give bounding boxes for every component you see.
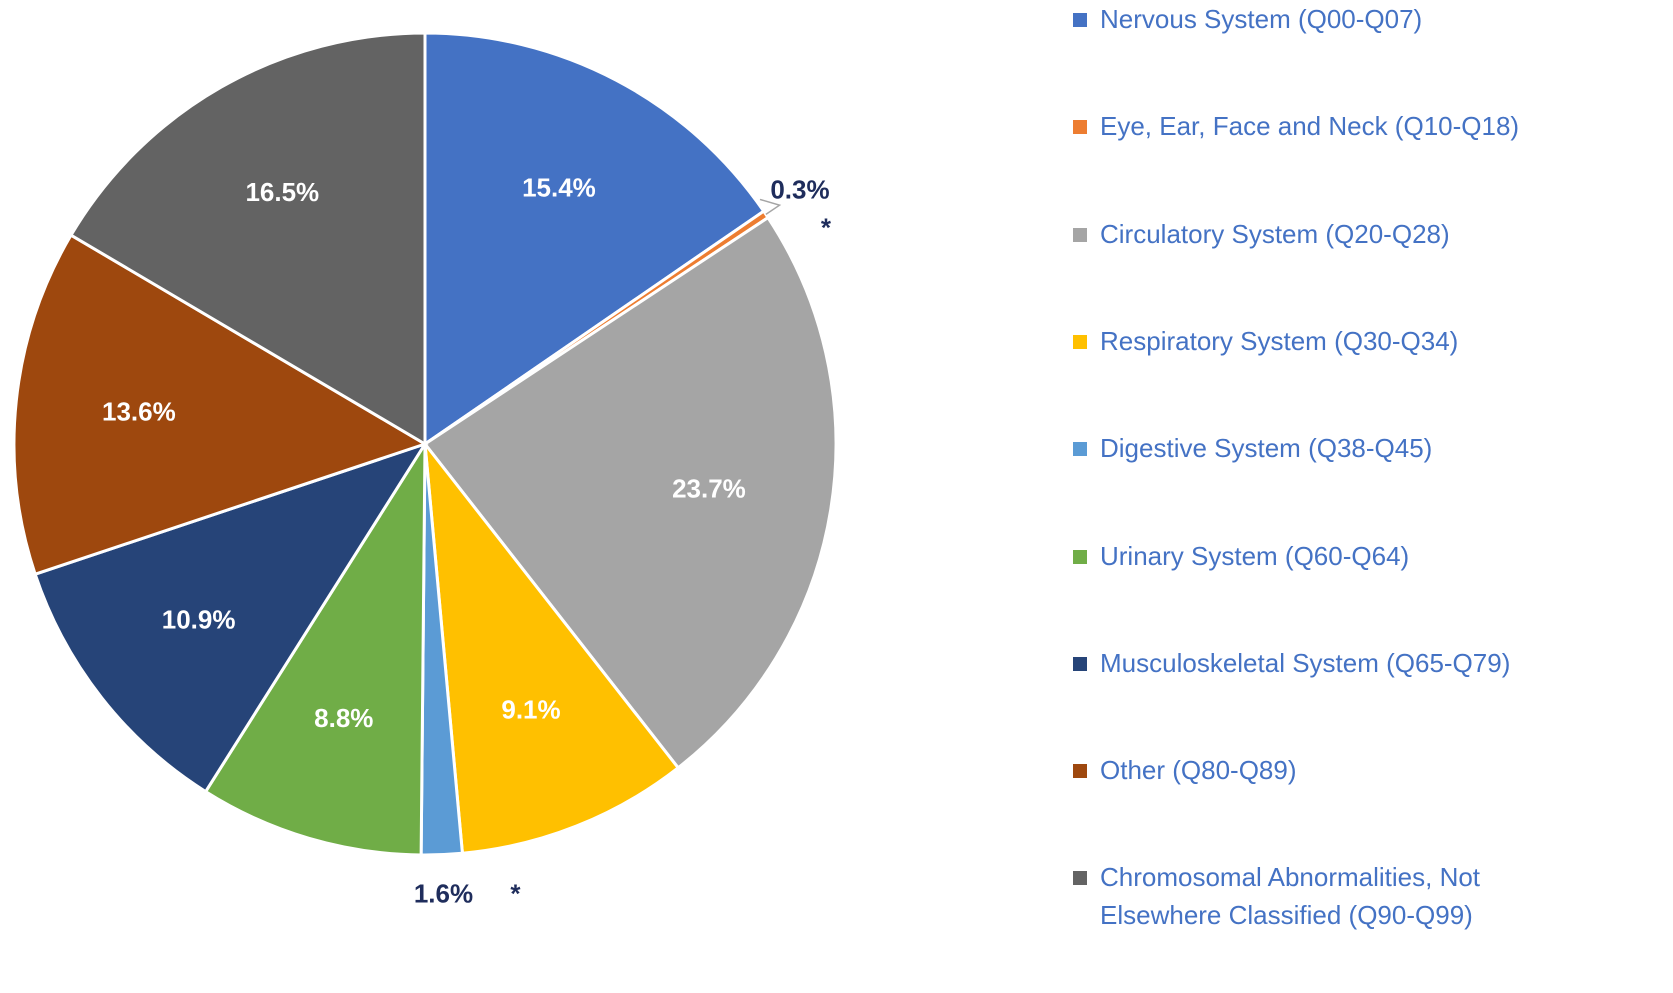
legend-swatch [1073,549,1087,564]
chart: 15.4% 0.3% * 23.7% 9.1% 1.6% * 8.8% 10.9% 13.6% 16… [12,31,838,909]
legend-swatch [1073,764,1087,779]
legend-item: Eye, Ear, Face and Neck (Q10-Q18) [1073,107,1600,145]
legend-item: Circulatory System (Q20-Q28) [1073,215,1600,253]
pie-slice [423,439,681,855]
pie-slice [33,441,429,794]
legend-swatch [1073,871,1087,886]
legend-label: Respiratory System (Q30-Q34) [1100,325,1459,356]
legend-label: Urinary System (Q60-Q64) [1100,540,1410,571]
leader-line [759,198,782,216]
legend-label: Eye, Ear, Face and Neck (Q10-Q18) [1100,111,1520,142]
pie-slice [68,31,427,447]
footnote-mark: * [510,879,521,909]
legend-label: Digestive System (Q38-Q45) [1100,433,1433,464]
legend-label: Nervous System (Q00-Q07) [1100,4,1423,34]
data-label: 15.4% [522,172,596,202]
legend-item: Urinary System (Q60-Q64) [1073,537,1600,575]
legend-swatch [1073,227,1087,242]
legend-item: Musculoskeletal System (Q65-Q79) [1073,644,1600,682]
legend-item: Nervous System (Q00-Q07) [1073,0,1600,38]
data-label: 13.6% [102,397,176,427]
legend-swatch [1073,13,1087,27]
legend-label: Musculoskeletal System (Q65-Q79) [1100,647,1511,678]
data-label: 8.8% [314,703,373,733]
pie-slice [422,215,838,770]
footnote-mark: * [821,212,832,242]
pie-slice [423,31,766,447]
data-label: 0.3% [770,174,829,204]
legend-swatch [1073,334,1087,349]
legend-swatch [1073,442,1087,457]
legend-swatch [1073,656,1087,671]
legend-label: Other (Q80-Q89) [1100,755,1297,786]
legend-label: Circulatory System (Q20-Q28) [1100,218,1450,249]
legend-item: Other (Q80-Q89) [1073,751,1600,789]
legend-item: Chromosomal Abnormalities, Not Elsewhere… [1073,858,1550,934]
data-label: 23.7% [672,473,746,503]
pie-slice [203,438,427,857]
legend-item: Digestive System (Q38-Q45) [1073,429,1600,467]
data-label: 10.9% [162,604,236,634]
pie-slice [12,233,429,577]
data-label: 16.5% [245,177,319,207]
legend-item: Respiratory System (Q30-Q34) [1073,322,1600,360]
data-label: 1.6% [414,879,473,909]
legend-swatch [1073,120,1087,135]
data-label: 9.1% [501,694,560,724]
legend-label: Chromosomal Abnormalities, Not Elsewhere… [1100,862,1481,931]
